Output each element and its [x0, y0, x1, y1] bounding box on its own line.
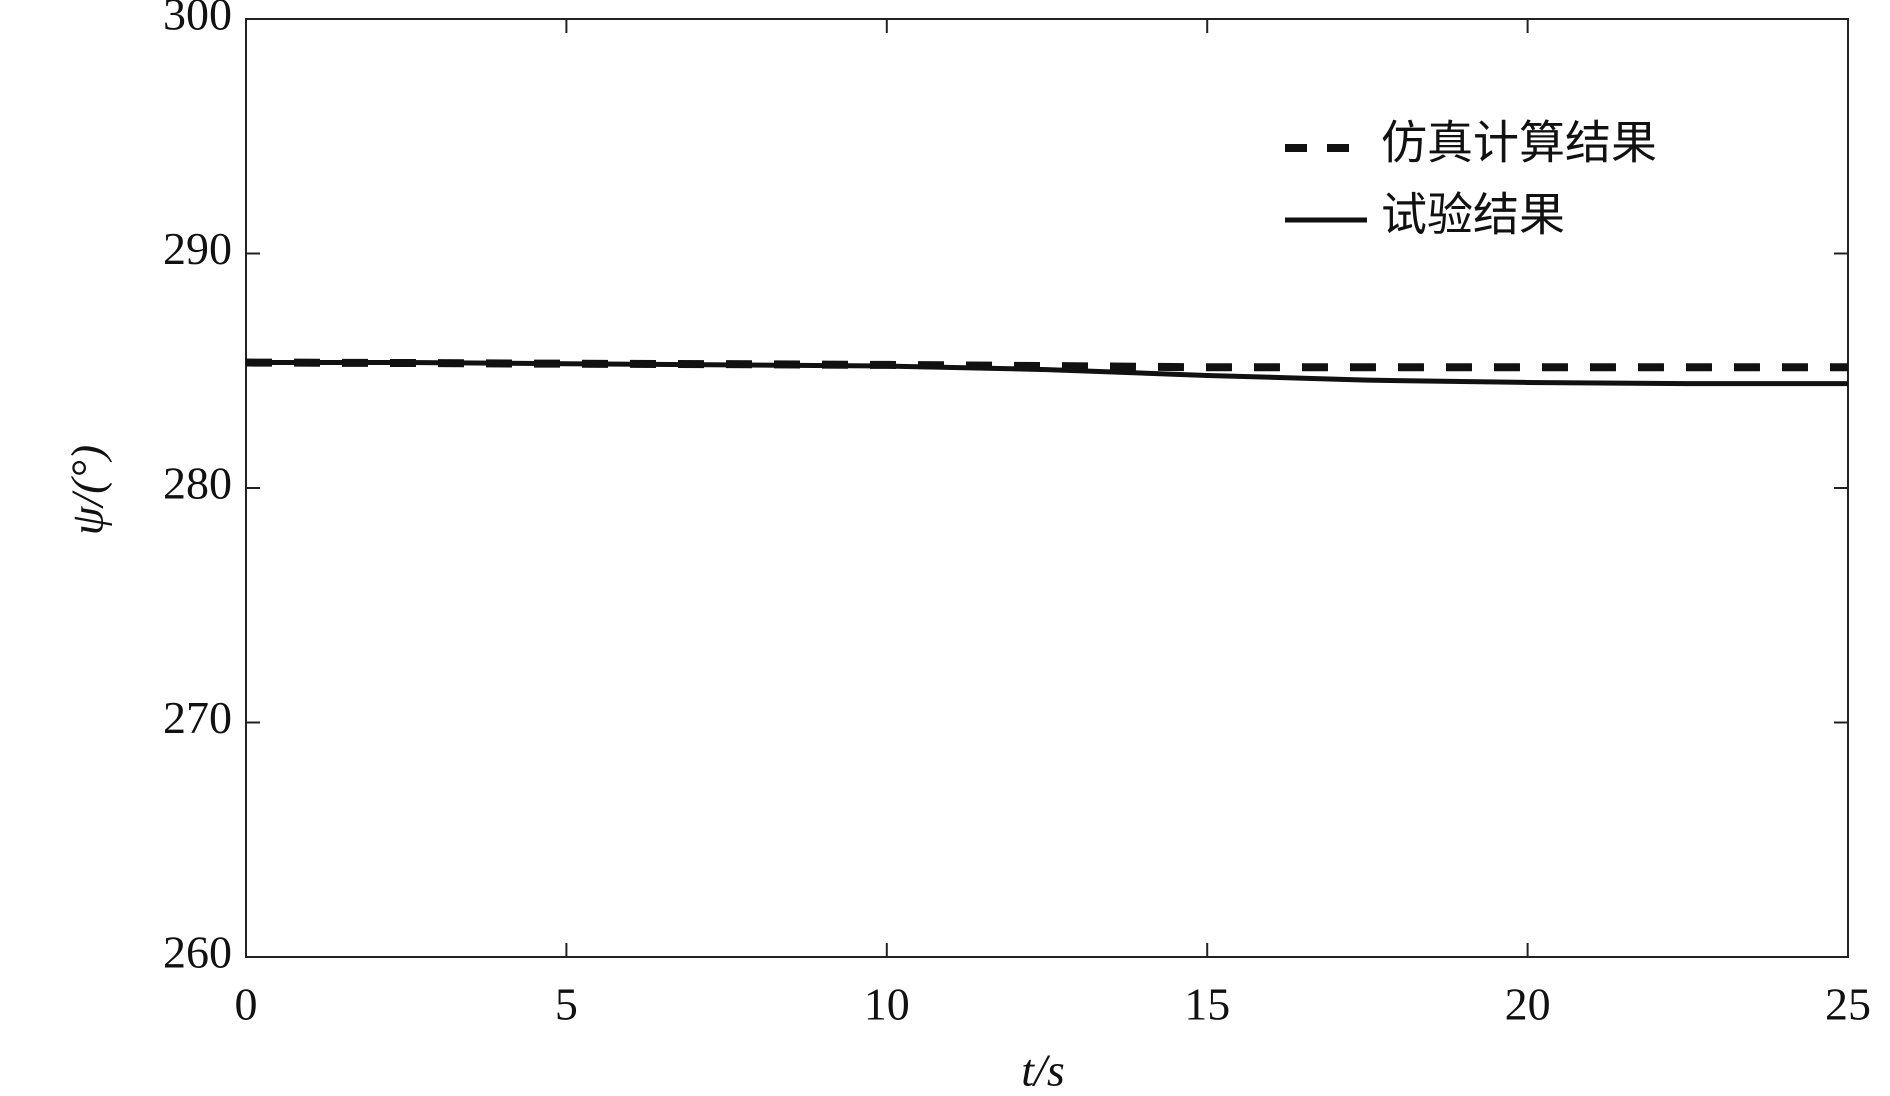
y-tick-label: 270 [163, 692, 232, 743]
x-tick-label: 10 [864, 979, 910, 1030]
x-tick-label: 20 [1505, 979, 1551, 1030]
x-tick-label: 15 [1184, 979, 1230, 1030]
y-tick-label: 260 [163, 927, 232, 978]
y-axis-label: ψ/(°) [62, 445, 113, 535]
x-tick-label: 0 [235, 979, 258, 1030]
x-tick-label: 25 [1825, 979, 1871, 1030]
y-tick-label: 280 [163, 458, 232, 509]
y-tick-label: 290 [163, 223, 232, 274]
x-tick-label: 5 [555, 979, 578, 1030]
legend-label: 仿真计算结果 [1381, 118, 1657, 169]
x-axis-label: t/s [1021, 1045, 1064, 1096]
y-tick-label: 300 [163, 0, 232, 40]
series-line [246, 360, 1848, 387]
legend-label: 试验结果 [1381, 190, 1565, 241]
